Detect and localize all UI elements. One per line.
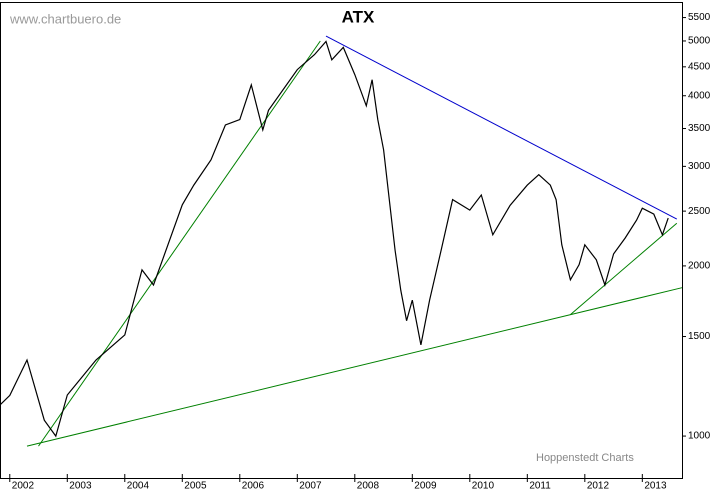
x-tick-label: 2013 (644, 481, 667, 491)
y-tick-label: 3500 (688, 123, 711, 134)
price-line (0, 40, 669, 438)
y-tick-label: 1000 (688, 431, 711, 442)
source: Hoppenstedt Charts (536, 452, 634, 464)
watermark: www.chartbuero.de (9, 11, 121, 26)
y-tick-label: 4500 (688, 61, 711, 72)
chart-title: ATX (342, 7, 375, 26)
y-tick-label: 2000 (688, 261, 711, 272)
x-tick-label: 2006 (242, 481, 265, 491)
x-tick-label: 2010 (472, 481, 495, 491)
x-tick-label: 2007 (299, 481, 322, 491)
y-tick-label: 4000 (688, 90, 711, 101)
trend-line (26, 287, 683, 447)
x-tick-label: 2009 (414, 481, 437, 491)
x-tick-label: 2012 (587, 481, 610, 491)
x-tick-label: 2011 (529, 481, 551, 491)
x-tick-label: 2004 (127, 481, 150, 491)
y-tick-label: 5500 (688, 12, 711, 23)
plot-frame (0, 2, 683, 479)
x-tick-label: 2005 (184, 481, 207, 491)
y-tick-label: 2500 (688, 206, 711, 217)
y-tick-label: 3000 (688, 161, 711, 172)
x-tick-label: 2003 (69, 481, 92, 491)
y-tick-label: 1500 (688, 331, 711, 342)
trend-line (325, 35, 678, 220)
trend-line (570, 222, 678, 315)
y-tick-label: 5000 (688, 36, 711, 47)
x-tick-label: 2002 (12, 481, 35, 491)
trend-line (38, 40, 321, 447)
x-tick-label: 2008 (357, 481, 380, 491)
